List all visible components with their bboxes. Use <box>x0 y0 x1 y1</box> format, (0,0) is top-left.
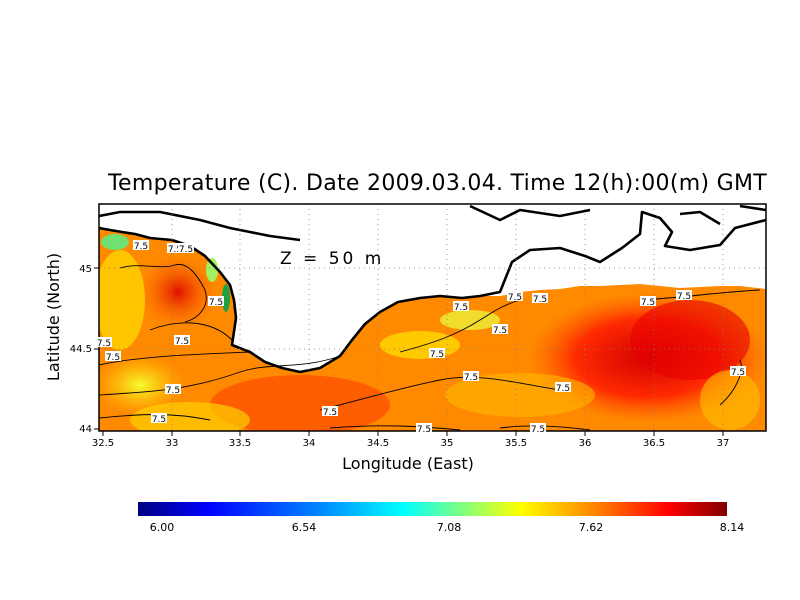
y-axis-title: Latitude (North) <box>44 253 63 381</box>
contour-label-bg <box>416 423 432 433</box>
contour-label-bg <box>453 301 469 311</box>
x-tick-labels: 32.5 33 33.5 34 34.5 35 35.5 36 36.5 37 <box>92 438 730 449</box>
contour-label-bg <box>96 337 112 347</box>
contour-label: 7.5 <box>677 292 691 302</box>
x-tick-label: 37 <box>717 438 730 449</box>
y-tick-label: 44.5 <box>70 344 92 355</box>
contour-label: 7.5 <box>106 353 120 363</box>
contour-label-bg <box>640 296 656 306</box>
contour-label: 7.5 <box>168 245 182 255</box>
contour-label: 7.5 <box>533 295 547 305</box>
contour-label-bg <box>532 293 548 303</box>
x-tick-label: 33 <box>166 438 179 449</box>
contour-label: 7.5 <box>508 293 522 303</box>
contour-label: 7.5 <box>323 408 337 418</box>
contour-label-bg <box>167 243 183 253</box>
contour-label: 7.5 <box>179 245 193 255</box>
data-field <box>99 228 766 431</box>
x-axis-title: Longitude (East) <box>342 454 474 473</box>
coastline <box>98 204 767 374</box>
contour-label: 7.5 <box>556 384 570 394</box>
contour-label-bg <box>530 423 546 433</box>
contour-label-bg <box>208 296 224 306</box>
colorbar-tick-label: 7.08 <box>437 521 462 534</box>
contour-label-bg <box>429 348 445 358</box>
contour-label: 7.5 <box>464 373 478 383</box>
contour-label-group: 7.5 7.57.57.57.57.57.57.57.57.57.57.57.57… <box>96 240 746 435</box>
x-tick-label: 36.5 <box>643 438 665 449</box>
contour-label-bg <box>178 243 194 253</box>
contour-label: 7.5 <box>166 386 180 396</box>
depth-label: Z = 50 m <box>280 249 384 269</box>
x-tick-label: 34 <box>303 438 316 449</box>
contour-label-bg <box>133 240 149 250</box>
contour-label-bg <box>507 291 523 301</box>
contour-label: 7.5 <box>97 339 111 349</box>
contour-label: 7.5 <box>175 337 189 347</box>
contour-label-bg <box>105 351 121 361</box>
contour-label: 7.5 <box>430 350 444 360</box>
colorbar-tick-labels: 6.00 6.54 7.08 7.62 8.14 <box>150 521 745 534</box>
contour-label: 7.5 <box>417 425 431 435</box>
y-tick-label: 45 <box>79 264 92 275</box>
y-tick-labels: 44 44.5 45 <box>70 264 92 435</box>
contour-label: 7.5 <box>641 298 655 308</box>
plot-frame <box>98 203 767 432</box>
contour-label-bg <box>676 290 692 300</box>
contour-lines <box>99 263 761 431</box>
colorbar-tick-label: 6.54 <box>292 521 317 534</box>
colorbar-tick-label: 7.62 <box>579 521 604 534</box>
contour-label: 7.5 <box>209 298 223 308</box>
contour-label-bg <box>165 384 181 394</box>
tick-marks <box>94 267 724 436</box>
grid-lines <box>99 204 766 431</box>
contour-label-bg <box>174 335 190 345</box>
x-tick-label: 36 <box>579 438 592 449</box>
contour-label-bg <box>463 371 479 381</box>
contour-label: 7.5 <box>134 242 148 252</box>
x-tick-label: 35 <box>441 438 454 449</box>
colorbar-tick-label: 8.14 <box>720 521 745 534</box>
x-tick-label: 34.5 <box>367 438 389 449</box>
contour-label: 7.5 <box>152 415 166 425</box>
colorbar <box>138 502 727 516</box>
colorbar-tick-label: 6.00 <box>150 521 175 534</box>
x-tick-label: 32.5 <box>92 438 114 449</box>
y-tick-label: 44 <box>79 424 92 435</box>
contour-label-bg <box>151 413 167 423</box>
contour-label-bg <box>730 366 746 376</box>
map-title: Temperature (C). Date 2009.03.04. Time 1… <box>108 171 767 196</box>
contour-label: 7.5 <box>731 368 745 378</box>
contour-label: 7.5 <box>454 303 468 313</box>
contour-label-bg <box>492 324 508 334</box>
contour-label-bg <box>555 382 571 392</box>
contour-label: 7.5 <box>531 425 545 435</box>
contour-label: 7.5 <box>493 326 507 336</box>
x-tick-label: 35.5 <box>505 438 527 449</box>
contour-label-bg <box>322 406 338 416</box>
x-tick-label: 33.5 <box>229 438 251 449</box>
